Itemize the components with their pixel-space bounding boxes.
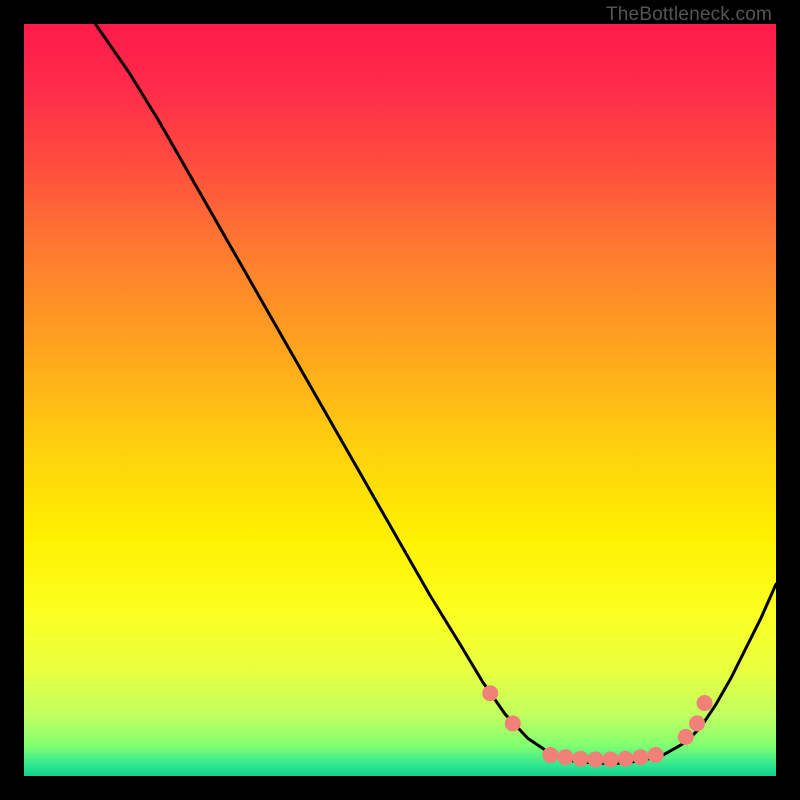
data-marker: [633, 749, 649, 765]
data-marker: [572, 751, 588, 767]
data-marker: [542, 747, 558, 763]
data-marker: [482, 685, 498, 701]
data-marker: [648, 747, 664, 763]
bottleneck-curve: [95, 24, 776, 763]
chart-frame: TheBottleneck.com: [0, 0, 800, 800]
data-marker: [557, 749, 573, 765]
data-marker: [697, 695, 713, 711]
watermark-text: TheBottleneck.com: [606, 4, 772, 26]
curve-layer: [24, 24, 776, 776]
data-marker: [505, 715, 521, 731]
data-marker: [618, 751, 634, 767]
marker-group: [482, 685, 712, 767]
data-marker: [588, 751, 604, 767]
data-marker: [689, 715, 705, 731]
data-marker: [603, 751, 619, 767]
data-marker: [678, 729, 694, 745]
